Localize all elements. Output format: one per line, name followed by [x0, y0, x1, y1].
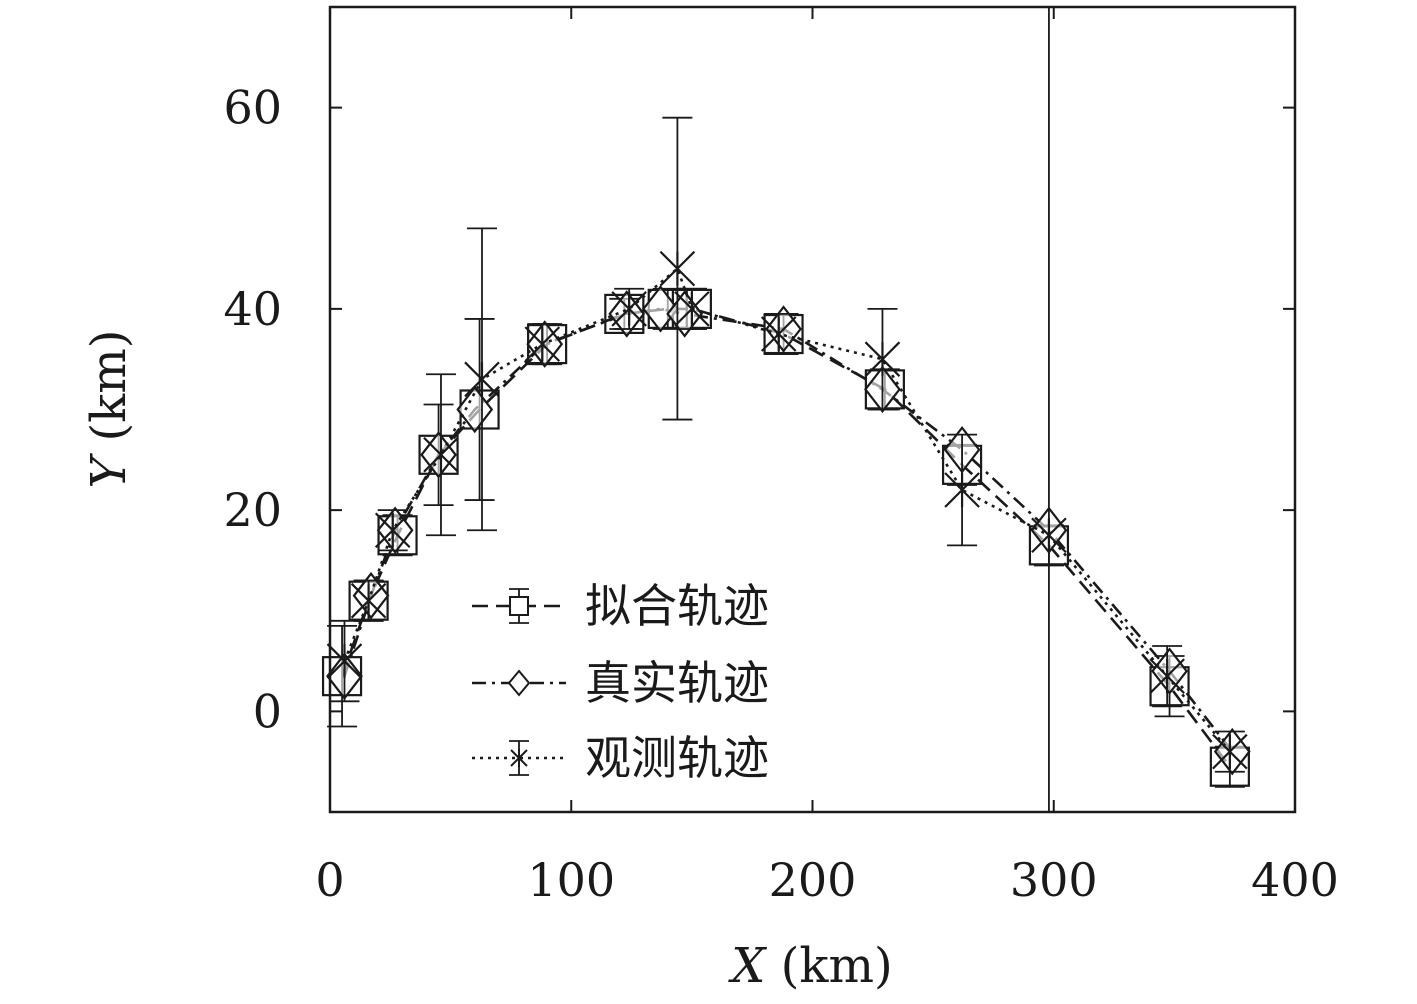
- series-layer: [321, 7, 1251, 812]
- y-tick-label: 0: [253, 684, 282, 738]
- y-tick-label: 40: [223, 282, 282, 336]
- data-point-asterisk: [423, 437, 459, 473]
- data-point-diamond: [456, 385, 494, 434]
- data-point-asterisk: [524, 326, 561, 362]
- data-point-asterisk: [760, 316, 797, 352]
- series-asterisk: [326, 7, 1248, 812]
- x-tick-label: 100: [527, 853, 615, 907]
- ticks-layer: 0 100 200 300 400 0 20 40 60: [223, 7, 1339, 907]
- y-tick-label: 20: [223, 483, 282, 537]
- series-line: [340, 307, 1231, 768]
- data-point-asterisk: [659, 250, 696, 287]
- data-point-asterisk: [1212, 733, 1248, 770]
- data-point-asterisk: [674, 291, 710, 327]
- legend-label: 真实轨迹: [585, 656, 769, 710]
- x-tick-label: 0: [315, 853, 344, 907]
- legend-label: 观测轨迹: [585, 731, 769, 785]
- x-axis-unit: (km): [765, 938, 892, 994]
- legend-item-diamond: 真实轨迹: [472, 656, 769, 710]
- y-tick-label: 60: [223, 81, 282, 135]
- legend-label: 拟合轨迹: [585, 579, 769, 633]
- data-point-diamond: [642, 285, 679, 333]
- legend-marker-asterisk: [510, 749, 528, 767]
- x-axis-variable: X: [727, 938, 767, 994]
- series-line: [343, 266, 1231, 753]
- x-tick-label: 200: [769, 853, 857, 907]
- y-axis-unit: (km): [81, 330, 137, 457]
- data-point-asterisk: [374, 512, 411, 549]
- data-point-asterisk: [1149, 658, 1185, 694]
- legend-item-square: 拟合轨迹: [472, 579, 769, 633]
- y-axis-title: Y (km): [81, 330, 137, 489]
- data-point-asterisk: [944, 472, 980, 508]
- data-point-asterisk: [350, 582, 387, 619]
- legend-marker-diamond: [507, 669, 531, 697]
- data-point-asterisk: [1031, 517, 1067, 554]
- x-axis-title: X (km): [727, 938, 892, 994]
- legend-item-asterisk: 观测轨迹: [472, 731, 769, 785]
- data-point-asterisk: [326, 643, 363, 679]
- data-point-asterisk: [611, 291, 647, 327]
- data-point-asterisk: [464, 361, 500, 398]
- x-tick-label: 300: [1010, 853, 1098, 907]
- y-axis-variable: Y: [81, 453, 137, 489]
- data-point-asterisk: [864, 341, 901, 377]
- x-tick-label: 400: [1251, 853, 1339, 907]
- legend-marker-square: [509, 596, 529, 616]
